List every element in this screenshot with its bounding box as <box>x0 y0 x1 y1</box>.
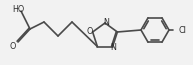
Text: N: N <box>103 17 109 27</box>
Text: O: O <box>86 27 93 36</box>
Text: HO: HO <box>12 4 24 14</box>
Text: O: O <box>10 41 16 51</box>
Text: Cl: Cl <box>179 25 187 35</box>
Text: N: N <box>111 43 117 52</box>
